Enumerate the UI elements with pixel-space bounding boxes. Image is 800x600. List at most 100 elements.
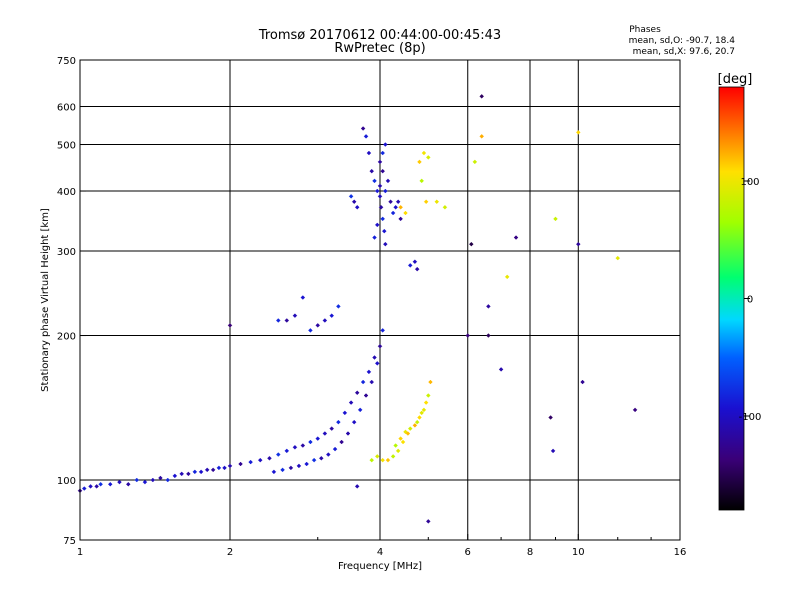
data-point	[94, 484, 99, 489]
data-point	[380, 328, 385, 333]
data-point	[329, 426, 334, 431]
data-point	[284, 448, 290, 454]
data-point	[348, 400, 354, 405]
x-tick-label: 10	[572, 547, 585, 558]
data-point	[280, 467, 285, 473]
data-point	[300, 443, 306, 448]
data-point	[372, 235, 377, 240]
data-point	[407, 426, 413, 431]
data-point	[383, 241, 388, 247]
data-point	[267, 455, 272, 461]
data-point	[257, 457, 263, 463]
data-point	[390, 454, 396, 459]
data-point	[465, 333, 471, 338]
legend-title: Phases	[629, 25, 661, 35]
data-point	[426, 393, 431, 398]
data-point	[360, 126, 366, 131]
data-point	[580, 379, 585, 385]
data-point	[204, 467, 210, 473]
data-point	[576, 130, 581, 135]
data-points	[77, 94, 638, 524]
data-point	[382, 228, 387, 234]
data-point	[192, 469, 198, 475]
data-point	[363, 393, 369, 398]
data-point	[210, 467, 216, 473]
colorbar	[718, 86, 745, 511]
data-point	[374, 222, 380, 228]
data-point	[354, 205, 360, 210]
data-point	[372, 178, 377, 184]
data-point	[405, 431, 411, 436]
data-point	[388, 199, 393, 205]
data-point	[553, 216, 558, 222]
chart-title: Tromsø 20170612 00:44:00-00:45:43	[258, 28, 501, 43]
data-point	[378, 205, 384, 210]
legend-line-o: mean, sd,O: -90.7, 18.4	[629, 36, 736, 46]
chart-subtitle: RwPretec (8p)	[334, 41, 425, 56]
data-point	[380, 150, 385, 156]
data-point	[227, 463, 233, 469]
data-point	[372, 355, 377, 360]
data-point	[339, 439, 344, 445]
data-point	[107, 481, 113, 487]
data-point	[292, 445, 298, 450]
data-point	[142, 479, 148, 485]
y-tick-label: 400	[57, 187, 76, 198]
data-point	[417, 415, 422, 420]
x-tick-label: 16	[674, 547, 687, 558]
data-point	[342, 410, 348, 416]
data-point	[88, 484, 93, 489]
data-point	[423, 199, 429, 205]
data-point	[315, 436, 321, 441]
data-point	[393, 205, 398, 210]
data-point	[398, 216, 403, 222]
data-point	[198, 469, 204, 475]
data-point	[319, 455, 324, 461]
data-point	[423, 400, 429, 405]
data-point	[117, 479, 122, 485]
data-point	[172, 473, 178, 479]
data-point	[354, 390, 360, 396]
data-point	[513, 235, 519, 240]
data-point	[276, 318, 281, 323]
colorbar-ticks: 100 0 -100	[739, 177, 762, 423]
data-point	[380, 216, 385, 222]
data-point	[276, 452, 281, 457]
data-point	[398, 205, 403, 210]
data-point	[395, 448, 401, 454]
data-point	[248, 459, 253, 465]
data-point	[288, 465, 294, 471]
data-point	[82, 486, 87, 491]
data-point	[615, 255, 621, 261]
data-point	[134, 477, 140, 483]
data-point	[366, 150, 372, 156]
data-point	[426, 155, 431, 160]
y-tick-label: 600	[57, 103, 76, 114]
data-point	[304, 461, 309, 467]
data-point	[150, 477, 156, 483]
data-point	[486, 304, 491, 309]
y-tick-label: 200	[57, 332, 76, 343]
data-point	[385, 178, 391, 184]
data-point	[393, 443, 398, 448]
data-point	[348, 194, 354, 199]
data-point	[326, 452, 331, 457]
colorbar-tick-label: -100	[739, 412, 762, 423]
data-point	[385, 457, 391, 463]
colorbar-label: [deg]	[718, 72, 753, 87]
data-point	[498, 367, 504, 372]
data-point	[576, 241, 581, 247]
data-point	[351, 419, 357, 425]
data-point	[442, 205, 448, 210]
y-tick-label: 75	[63, 536, 76, 547]
data-point	[374, 188, 380, 194]
data-point	[469, 241, 474, 247]
data-point	[380, 168, 385, 174]
data-point	[369, 168, 375, 174]
data-point	[308, 328, 313, 333]
data-point	[421, 150, 427, 156]
data-point	[216, 465, 222, 471]
data-point	[345, 431, 351, 436]
data-point	[222, 465, 227, 471]
